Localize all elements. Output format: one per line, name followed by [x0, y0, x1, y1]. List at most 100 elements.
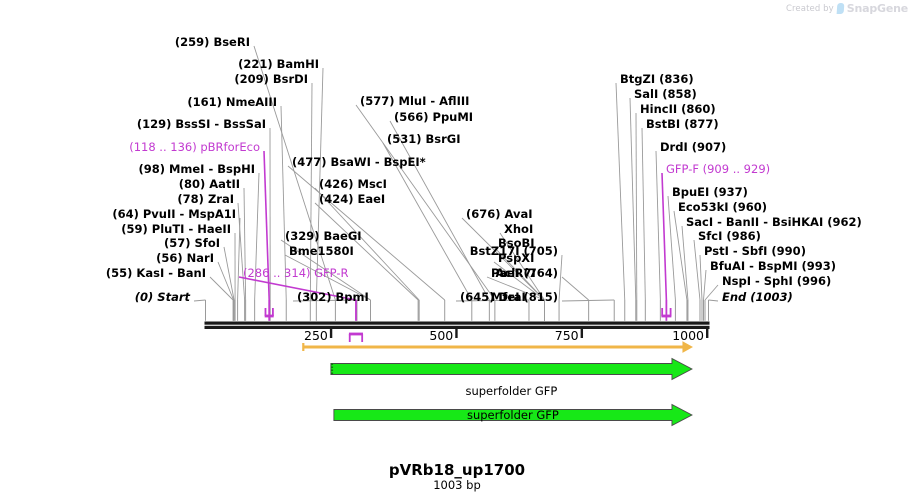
backbone-top-strand: [204, 321, 710, 325]
label-leader-line: [499, 232, 545, 301]
label-leader-line: [561, 299, 615, 302]
label-leader-line: [389, 120, 490, 301]
feature-arrow-label: superfolder GFP: [466, 408, 559, 422]
label-leader-line: [693, 239, 701, 301]
label-leader-line: [486, 276, 545, 301]
primer-bracket-pBRforEco: [264, 308, 274, 318]
primer-bracket-GFP-R: [348, 332, 364, 342]
snapgene-brand-label: SnapGene: [846, 2, 908, 15]
ruler-tick-label: 500: [429, 328, 454, 343]
primer-label: GFP-F (909 .. 929): [666, 162, 771, 176]
enzyme-site-label: (531) BsrGI: [387, 132, 461, 146]
enzyme-site-label: BstZ17I (705): [469, 244, 558, 258]
enzyme-site-label: PstI - SbfI (990): [704, 244, 806, 258]
label-leader-line: [238, 276, 357, 301]
backbone-bottom-strand: [204, 325, 710, 329]
label-leader-line: [254, 172, 260, 301]
enzyme-site-label: BstBI (877): [646, 117, 719, 131]
enzyme-site-label: PspXI: [498, 251, 535, 265]
enzyme-site-label: (645) DraI: [460, 290, 526, 304]
enzyme-site-label: Eco53kI (960): [678, 200, 768, 214]
enzyme-site-label: Bme1580I: [289, 244, 354, 258]
enzyme-site-label: DrdI (907): [660, 140, 727, 154]
enzyme-site-label: (80) AatII: [178, 177, 240, 191]
label-leader-line: [292, 299, 357, 302]
enzyme-site-label: (259) BseRI: [174, 35, 250, 49]
label-leader-line: [615, 82, 626, 301]
label-leader-line: [315, 67, 324, 301]
ruler-tick-mark: [580, 329, 584, 338]
label-leader-line: [655, 150, 661, 301]
label-leader-line: [193, 299, 206, 302]
enzyme-site-label: (302) BpmI: [297, 290, 369, 304]
enzyme-site-label: SfcI (986): [698, 229, 761, 243]
label-leader-line: [703, 269, 707, 301]
feature-arrow-green: [333, 403, 693, 427]
enzyme-site-label: (57) SfoI: [164, 236, 220, 250]
label-leader-line: [661, 172, 668, 301]
enzyme-site-label: BpuEI (937): [672, 185, 748, 199]
label-leader-line: [704, 284, 719, 301]
page-title: pVRb18_up1700: [388, 461, 526, 479]
enzyme-site-label: (59) PluTI - HaeII: [121, 222, 231, 236]
enzyme-site-label: SalI (858): [634, 87, 697, 101]
label-leader-line: [382, 142, 473, 301]
enzyme-site-label: MfeI (815): [490, 290, 558, 304]
label-leader-line: [243, 187, 247, 301]
feature-arrow-label: superfolder GFP: [465, 384, 558, 398]
enzyme-site-label: End (1003): [722, 290, 793, 304]
ruler-tick-mark: [455, 329, 458, 338]
label-leader-line: [493, 261, 545, 301]
enzyme-site-label: (426) MscI: [319, 177, 387, 191]
enzyme-site-label: (329) BaeGI: [285, 229, 362, 243]
label-leader-line: [237, 202, 246, 301]
enzyme-site-label: (64) PvuII - MspA1I: [112, 207, 236, 221]
label-leader-line: [223, 246, 235, 301]
enzyme-site-label: AclI (764): [495, 266, 558, 280]
label-leader-line: [280, 105, 287, 301]
label-leader-line: [629, 97, 637, 301]
plasmid-length-label: 1003 bp: [433, 478, 481, 492]
label-leader-line: [461, 217, 545, 301]
label-leader-line: [699, 254, 703, 301]
enzyme-site-label: XhoI: [504, 222, 534, 236]
ruler-tick-mark: [706, 329, 709, 338]
primer-label: (118 .. 136) pBRforEco: [129, 140, 260, 154]
primer-label: (286 .. 314) GFP-R: [243, 266, 349, 280]
ruler-tick-label: 750: [554, 328, 579, 343]
label-leader-line: [217, 261, 235, 301]
enzyme-site-label: PaeR7I: [491, 266, 536, 280]
enzyme-site-label: (477) BsaWI - BspEI*: [292, 155, 426, 169]
enzyme-site-label: (577) MluI - AflIII: [360, 94, 470, 108]
enzyme-site-label: (0) Start: [134, 290, 190, 304]
ruler-tick-label: 250: [304, 328, 328, 343]
enzyme-site-label: (161) NmeAIII: [187, 95, 277, 109]
enzyme-site-label: (129) BssSI - BssSaI: [136, 117, 266, 131]
label-leader-line: [641, 127, 646, 301]
enzyme-site-label: (56) NarI: [156, 251, 214, 265]
label-leader-line: [681, 225, 689, 301]
label-leader-line: [493, 246, 545, 301]
enzyme-site-label: (676) AvaI: [466, 207, 533, 221]
enzyme-site-label: SacI - BanII - BsiHKAI (962): [686, 215, 862, 229]
enzyme-site-label: BfuAI - BspMI (993): [710, 259, 837, 273]
enzyme-site-label: (55) KasI - BanI: [105, 266, 206, 280]
label-leader-line: [263, 150, 270, 301]
enzyme-site-label: (221) BamHI: [238, 57, 319, 71]
enzyme-site-label: NspI - SphI (996): [722, 274, 832, 288]
enzyme-site-label: HincII (860): [640, 102, 716, 116]
label-leader-line: [708, 299, 719, 302]
ruler-tick-mark: [329, 329, 333, 338]
enzyme-site-label: (209) BsrDI: [234, 72, 308, 86]
label-leader-line: [284, 254, 371, 301]
label-leader-line: [280, 239, 371, 301]
ruler-tick-label: 1000: [672, 328, 704, 343]
feature-arrow-orange: [302, 341, 693, 353]
label-leader-line: [355, 104, 496, 301]
label-leader-line: [237, 217, 241, 301]
enzyme-site-label: (98) MmeI - BspHI: [138, 162, 255, 176]
enzyme-site-label: (424) EaeI: [319, 192, 386, 206]
primer-bracket-GFP-F: [661, 308, 672, 318]
label-leader-line: [673, 210, 688, 301]
